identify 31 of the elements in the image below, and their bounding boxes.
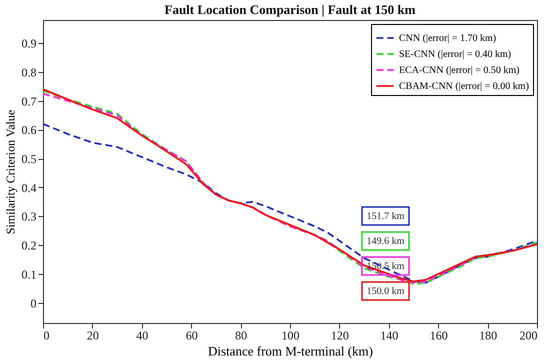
y-axis-title: Similarity Criterion Value xyxy=(4,110,18,234)
x-tick-label: 160 xyxy=(430,328,448,342)
annotation: 150.0 km xyxy=(366,286,405,297)
y-tick-label: 0.7 xyxy=(22,94,36,108)
annotation: 151.7 km xyxy=(366,211,405,222)
x-tick-label: 0 xyxy=(44,328,50,342)
legend-label: ECA-CNN (|error| = 0.50 km) xyxy=(399,65,520,76)
x-tick-label: 100 xyxy=(282,328,300,342)
annotation: 149.6 km xyxy=(366,236,405,247)
x-tick-label: 200 xyxy=(520,328,538,342)
y-tick-label: 0.3 xyxy=(22,210,36,224)
x-tick-label: 80 xyxy=(235,328,248,342)
x-tick-label: 20 xyxy=(86,328,99,342)
x-axis-title: Distance from M-terminal (km) xyxy=(208,344,373,358)
legend-label: CNN (|error| = 1.70 km) xyxy=(399,33,496,44)
y-tick-label: 0.8 xyxy=(22,65,36,80)
x-tick-label: 140 xyxy=(380,328,398,342)
y-tick-label: 0.9 xyxy=(22,36,36,51)
x-tick-label: 60 xyxy=(186,328,198,342)
y-tick-label: 0.6 xyxy=(22,123,36,138)
y-tick-label: 0.2 xyxy=(22,238,36,253)
x-tick-label: 40 xyxy=(136,328,148,342)
y-tick-label: 0.5 xyxy=(22,152,36,166)
legend-label: SE-CNN (|error| = 0.40 km) xyxy=(399,49,512,60)
y-tick-label: 0.4 xyxy=(22,180,36,195)
y-tick-label: 0 xyxy=(30,296,36,310)
y-tick-label: 0.1 xyxy=(22,267,36,282)
x-tick-label: 120 xyxy=(330,328,349,342)
chart-title: Fault Location Comparison | Fault at 150 km xyxy=(164,2,416,17)
x-tick-label: 180 xyxy=(479,328,498,342)
legend-label: CBAM-CNN (|error| = 0.00 km) xyxy=(399,81,529,92)
